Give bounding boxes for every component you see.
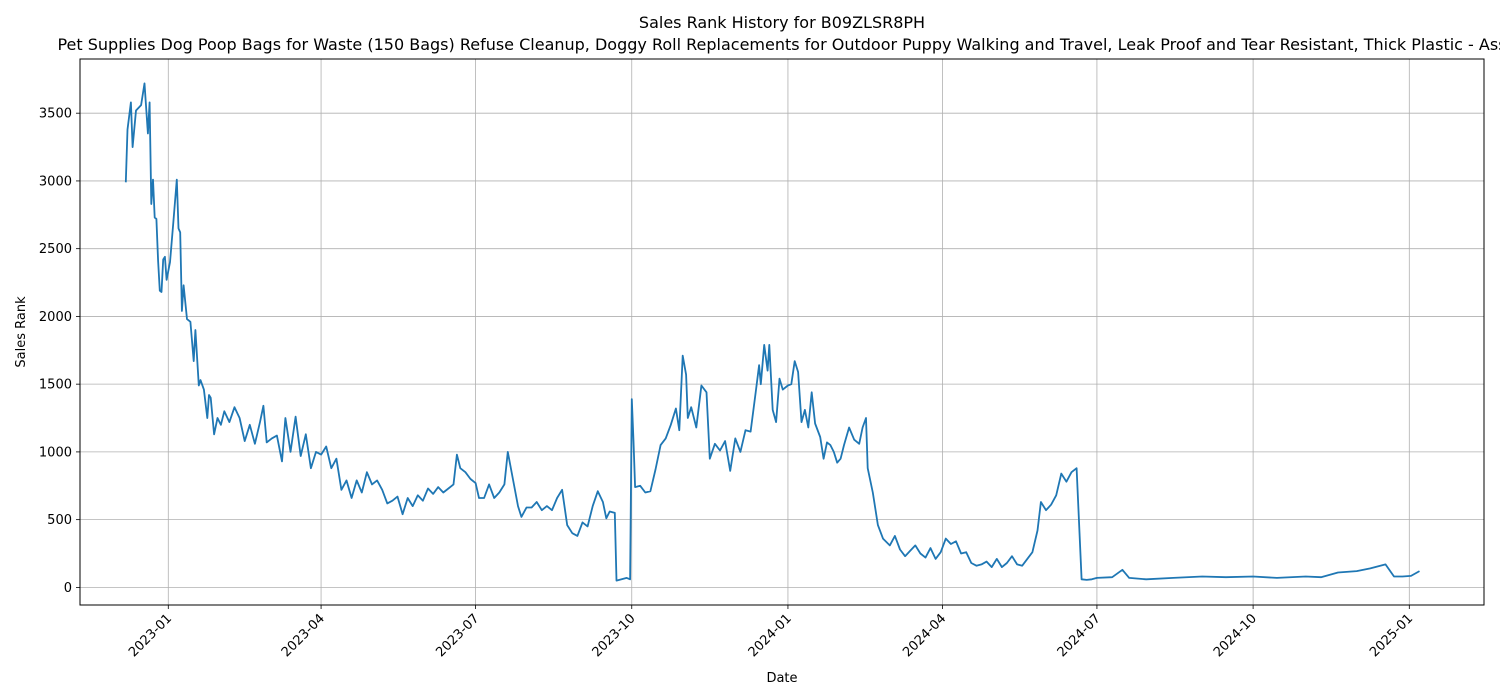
plot-area-frame	[79, 58, 1485, 606]
chart-subtitle: Pet Supplies Dog Poop Bags for Waste (15…	[57, 35, 1500, 54]
sales-rank-line	[124, 82, 1420, 582]
y-tick-label: 3500	[39, 107, 72, 122]
y-tick-label: 3000	[39, 174, 72, 189]
y-tick-label: 2500	[39, 242, 72, 257]
y-axis-label: Sales Rank	[14, 296, 29, 368]
grid-lines	[80, 59, 1484, 605]
y-tick-label: 1500	[39, 378, 72, 393]
chart-title: Sales Rank History for B09ZLSR8PH	[639, 13, 925, 32]
y-tick-label: 2000	[39, 310, 72, 325]
y-tick-label: 1000	[39, 445, 72, 460]
y-tick-label: 0	[64, 581, 72, 596]
x-axis-label: Date	[766, 671, 797, 686]
series-layer	[124, 82, 1420, 582]
y-tick-label: 500	[47, 513, 72, 528]
